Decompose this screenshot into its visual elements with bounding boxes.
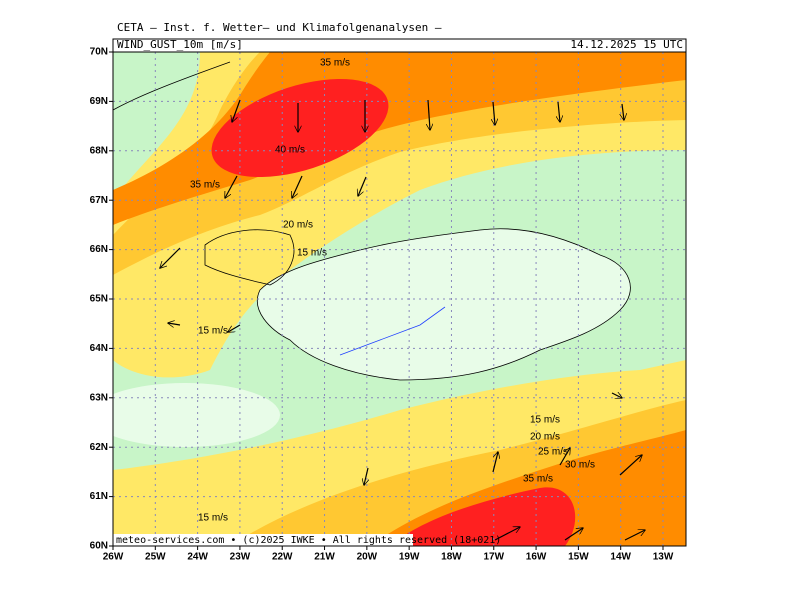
contour-label: 20 m/s <box>530 432 560 443</box>
wind-arrow <box>624 530 645 541</box>
contour-label: 30 m/s <box>565 460 595 471</box>
lat-label: 64N <box>90 343 108 354</box>
lon-label: 22W <box>272 552 293 563</box>
contour-label: 35 m/s <box>523 474 553 485</box>
lon-label: 18W <box>441 552 462 563</box>
lat-label: 66N <box>90 244 108 255</box>
contour-label: 15 m/s <box>297 248 327 259</box>
lon-label: 13W <box>653 552 674 563</box>
westfjords <box>204 229 295 286</box>
contour-label: 25 m/s <box>538 447 568 458</box>
wind-arrow <box>564 528 583 541</box>
wind-arrow <box>619 455 642 476</box>
grid <box>113 52 686 546</box>
lon-label: 23W <box>230 552 251 563</box>
lon-label: 24W <box>187 552 208 563</box>
lat-label: 69N <box>90 96 108 107</box>
footer: meteo-services.com • (c)2025 IWKE • All … <box>116 535 501 546</box>
map-field: 35 m/s 40 m/s 35 m/s 20 m/s 15 m/s 15 m/s 15 m… <box>113 52 686 546</box>
wind-arrow <box>160 247 181 268</box>
contour-labels: 35 m/s 40 m/s 35 m/s 20 m/s 15 m/s 15 m/s 15 m… <box>190 58 595 524</box>
lon-label: 21W <box>314 552 335 563</box>
field-red-s <box>390 487 576 546</box>
river <box>339 306 446 356</box>
lon-label: 17W <box>483 552 504 563</box>
lat-label: 65N <box>90 294 108 305</box>
contour-label: 20 m/s <box>283 220 313 231</box>
lat-label: 63N <box>90 392 108 403</box>
contour-label: 15 m/s <box>198 513 228 524</box>
lon-label: 25W <box>145 552 166 563</box>
wind-arrow <box>493 101 495 125</box>
field-name: WIND_GUST_10m [m/s] <box>117 38 243 51</box>
contour-label: 15 m/s <box>198 326 228 337</box>
lon-label: 15W <box>568 552 589 563</box>
wind-arrow <box>358 176 367 196</box>
field-calm <box>113 383 280 447</box>
lat-label: 61N <box>90 491 108 502</box>
wind-arrow <box>622 103 624 120</box>
wind-arrow <box>428 99 430 130</box>
lat-label: 62N <box>90 442 108 453</box>
wind-arrow <box>168 323 181 325</box>
wind-arrow <box>232 99 241 122</box>
wind-arrow <box>492 452 498 473</box>
valid-time: 14.12.2025 15 UTC <box>570 38 683 51</box>
lat-label: 60N <box>90 541 108 552</box>
wind-arrow <box>558 101 560 122</box>
lon-label: 14W <box>610 552 631 563</box>
wind-arrow <box>364 467 368 485</box>
wind-arrow <box>494 527 520 541</box>
contour-label: 15 m/s <box>530 415 560 426</box>
contour-label: 35 m/s <box>320 58 350 69</box>
wind-arrow <box>559 448 570 466</box>
lon-label: 20W <box>357 552 378 563</box>
lon-label: 19W <box>399 552 420 563</box>
contour-label: 35 m/s <box>190 180 220 191</box>
lat-label: 67N <box>90 195 108 206</box>
field-orange <box>113 52 686 225</box>
wind-arrow <box>225 175 238 198</box>
wind-arrow <box>292 175 303 198</box>
contour-label: 40 m/s <box>275 145 305 156</box>
lat-label: 70N <box>90 47 108 58</box>
footer-box <box>113 534 413 546</box>
wind-arrow <box>228 324 241 332</box>
lat-label: 68N <box>90 145 108 156</box>
wind-arrow <box>611 393 622 398</box>
iceland <box>257 228 631 381</box>
header-title: CETA — Inst. f. Wetter— und Klimafolgena… <box>117 21 442 34</box>
lon-label: 16W <box>526 552 547 563</box>
lon-label: 26W <box>103 552 124 563</box>
greenland-coast <box>113 61 231 111</box>
